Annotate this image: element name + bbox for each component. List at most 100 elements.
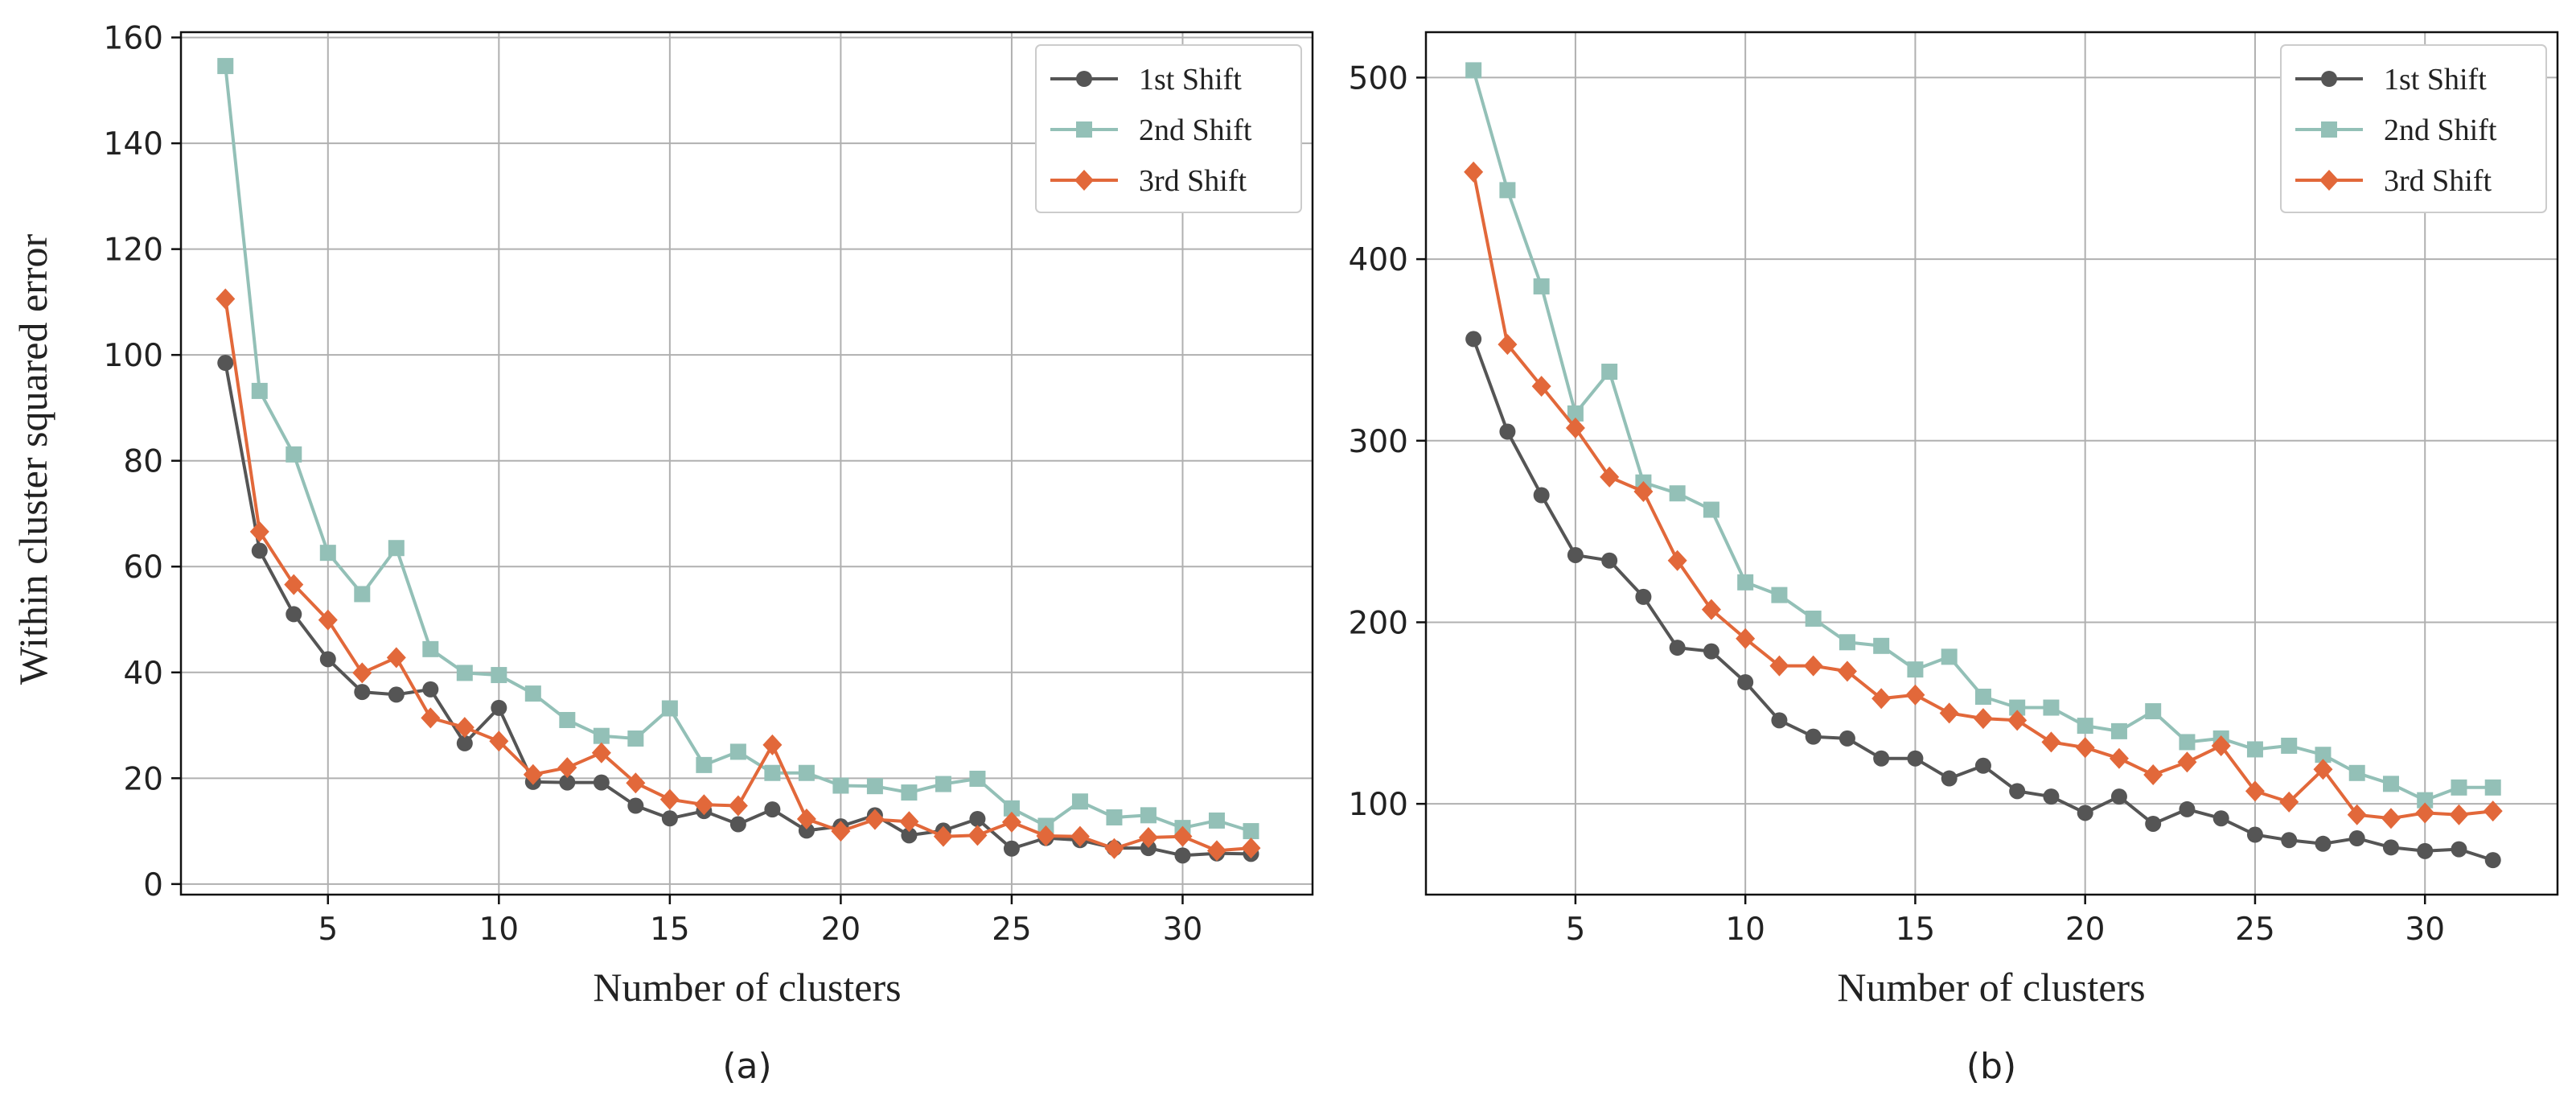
data-point-3rd-shift <box>762 734 783 755</box>
data-point-3rd-shift <box>352 662 372 684</box>
data-point-1st-shift <box>1601 552 1618 569</box>
x-tick-label: 10 <box>479 912 519 948</box>
data-point-3rd-shift <box>831 821 851 842</box>
y-axis-title-a: Within cluster squared error <box>10 234 55 685</box>
data-point-1st-shift <box>1174 847 1191 864</box>
data-point-3rd-shift <box>318 609 338 631</box>
data-point-3rd-shift <box>2449 804 2469 825</box>
series-line-1st-shift <box>224 362 1251 858</box>
data-point-2nd-shift <box>388 540 405 557</box>
data-point-2nd-shift <box>354 586 371 603</box>
data-point-2nd-shift <box>729 743 746 760</box>
legend-box <box>1035 44 1302 213</box>
data-point-2nd-shift <box>593 727 610 744</box>
data-point-2nd-shift <box>2417 792 2434 809</box>
data-point-2nd-shift <box>627 730 644 747</box>
x-tick-label: 5 <box>1565 912 1585 948</box>
y-tick-label: 120 <box>104 233 163 269</box>
data-point-1st-shift <box>661 810 678 827</box>
data-point-1st-shift <box>2009 783 2026 800</box>
data-point-1st-shift <box>2110 788 2127 805</box>
data-point-2nd-shift <box>935 776 951 792</box>
legend-box <box>2280 44 2547 213</box>
x-tick-label: 15 <box>1896 912 1936 948</box>
data-point-1st-shift <box>1003 840 1020 857</box>
data-point-3rd-shift <box>1138 826 1158 848</box>
data-point-2nd-shift <box>1703 501 1719 518</box>
data-point-2nd-shift <box>1243 823 1259 840</box>
data-point-2nd-shift <box>1208 812 1225 829</box>
data-point-3rd-shift <box>626 772 646 794</box>
x-tick-label: 5 <box>318 912 338 948</box>
data-point-1st-shift <box>1499 423 1516 440</box>
data-point-2nd-shift <box>491 667 507 684</box>
data-point-1st-shift <box>729 816 746 833</box>
data-point-1st-shift <box>1669 640 1686 656</box>
data-point-3rd-shift <box>2415 802 2435 824</box>
data-point-3rd-shift <box>1104 838 1124 859</box>
data-point-1st-shift <box>354 684 371 701</box>
data-point-1st-shift <box>1805 728 1822 745</box>
data-point-3rd-shift <box>2007 710 2028 731</box>
data-point-1st-shift <box>319 651 336 668</box>
data-point-1st-shift <box>1974 757 1991 774</box>
data-point-2nd-shift <box>1873 637 1890 654</box>
data-point-1st-shift <box>764 801 781 818</box>
data-point-3rd-shift <box>2381 808 2401 829</box>
data-point-2nd-shift <box>1106 809 1123 825</box>
legend-label-2nd-shift: 2nd Shift <box>1139 113 1252 147</box>
data-point-3rd-shift <box>2109 747 2129 769</box>
y-tick-label: 40 <box>123 656 163 692</box>
data-point-2nd-shift <box>1567 405 1584 422</box>
y-tick-label: 60 <box>123 549 163 586</box>
data-point-3rd-shift <box>2483 800 2503 822</box>
data-point-1st-shift <box>251 542 268 559</box>
data-point-2nd-shift <box>1533 278 1550 294</box>
data-point-2nd-shift <box>1839 634 1855 651</box>
data-point-3rd-shift <box>489 731 509 752</box>
data-point-3rd-shift <box>1206 840 1226 862</box>
data-point-2nd-shift <box>559 711 576 728</box>
x-axis-title-a: Number of clusters <box>593 965 901 1010</box>
x-tick-label: 10 <box>1725 912 1765 948</box>
data-point-3rd-shift <box>899 811 919 833</box>
data-point-3rd-shift <box>2075 737 2095 759</box>
data-point-2nd-shift <box>1071 793 1088 810</box>
data-point-2nd-shift <box>319 545 336 562</box>
data-point-3rd-shift <box>694 794 714 816</box>
data-point-3rd-shift <box>728 795 748 817</box>
data-point-1st-shift <box>1873 750 1890 767</box>
data-point-3rd-shift <box>1036 825 1056 846</box>
data-point-2nd-shift <box>286 446 302 463</box>
data-point-2nd-shift <box>866 778 883 795</box>
y-tick-label: 100 <box>1349 787 1408 823</box>
data-point-3rd-shift <box>1769 655 1789 677</box>
data-point-1st-shift <box>2348 830 2365 847</box>
data-point-3rd-shift <box>968 825 988 846</box>
legend-b: 1st Shift 2nd Shift 3rd Shift <box>2280 44 2547 213</box>
data-point-2nd-shift <box>2348 764 2365 781</box>
data-point-3rd-shift <box>249 521 269 542</box>
data-point-3rd-shift <box>2041 731 2061 753</box>
data-point-2nd-shift <box>1003 800 1020 817</box>
caption-b: (b) <box>1966 1046 2016 1087</box>
data-point-1st-shift <box>1635 588 1652 605</box>
y-tick-label: 100 <box>104 338 163 374</box>
data-point-1st-shift <box>627 797 644 814</box>
caption-a: (a) <box>722 1046 771 1087</box>
y-tick-label: 0 <box>143 867 163 903</box>
data-point-2nd-shift <box>696 756 713 773</box>
y-tick-label: 400 <box>1349 242 1408 278</box>
legend-marker-3rd-shift <box>1074 170 1094 191</box>
data-point-2nd-shift <box>1941 648 1958 665</box>
data-point-1st-shift <box>2315 835 2332 852</box>
legend-a: 1st Shift 2nd Shift 3rd Shift <box>1035 44 1302 213</box>
data-point-2nd-shift <box>2043 699 2060 716</box>
data-point-3rd-shift <box>2245 780 2265 802</box>
data-point-2nd-shift <box>764 764 781 781</box>
data-point-1st-shift <box>456 735 473 751</box>
data-point-2nd-shift <box>2110 722 2127 739</box>
data-point-3rd-shift <box>1600 466 1620 488</box>
data-point-2nd-shift <box>1737 574 1754 591</box>
